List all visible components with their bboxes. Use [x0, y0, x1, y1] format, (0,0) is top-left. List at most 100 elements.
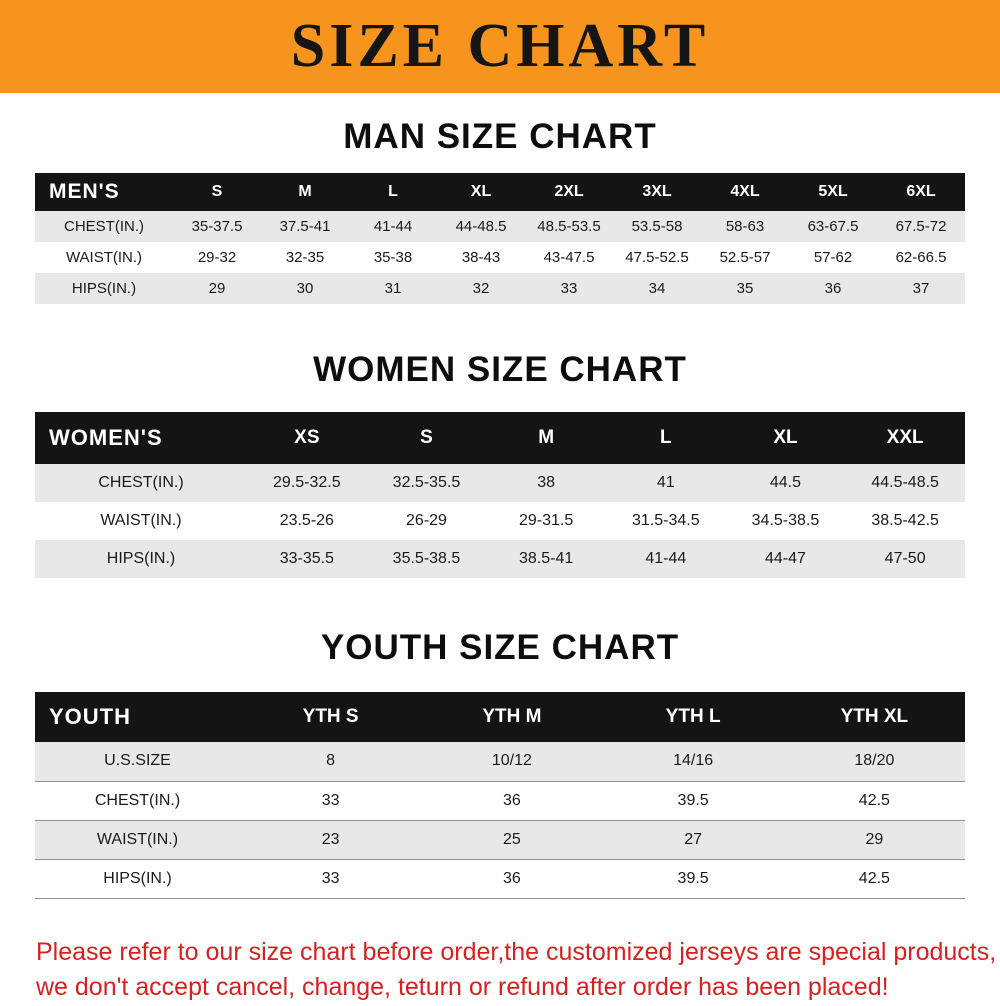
cell: 29.5-32.5 — [247, 464, 367, 502]
cell: 18/20 — [783, 742, 965, 781]
cell: 29 — [783, 820, 965, 859]
cell: 31.5-34.5 — [631, 512, 700, 529]
table-row: CHEST(IN.) 35-37.5 37.5-41 41-44 44-48.5 48.5… — [35, 211, 965, 242]
man-size-chart-title: MAN SIZE CHART — [343, 117, 657, 156]
cell: 27 — [602, 820, 784, 859]
table-row: U.S.SIZE 8 10/12 14/16 18/20 — [35, 742, 965, 781]
cell: 53.5-58 — [613, 211, 701, 242]
cell: 44.5-48.5 — [845, 464, 965, 502]
column-header: YTH XL — [783, 692, 965, 742]
cell: 47-50 — [845, 540, 965, 578]
column-header: XS — [247, 412, 367, 464]
column-header: 3XL — [613, 173, 701, 211]
column-header: XXL — [845, 412, 965, 464]
cell: 29 — [173, 273, 261, 304]
cell: 52.5-57 — [719, 249, 771, 266]
cell: 33 — [525, 273, 613, 304]
column-header: 5XL — [789, 173, 877, 211]
cell: 41-44 — [605, 540, 726, 578]
cell: 62-66.5 — [895, 249, 947, 266]
cell: 32 — [437, 273, 525, 304]
table-row: CHEST(IN.) 29.5-32.5 32.5-35.5 38 41 44.5 44.5… — [35, 464, 965, 502]
row-label: WAIST(IN.) — [65, 249, 143, 266]
column-header: XL — [725, 412, 846, 464]
table-row: WAIST(IN.) 23.5-26 26-29 29-31.5 31.5-34.5 34… — [35, 502, 965, 540]
cell: 42.5 — [858, 791, 890, 809]
cell: 14/16 — [602, 742, 784, 781]
cell: 41-44 — [349, 211, 437, 242]
cell: 38-43 — [461, 249, 501, 266]
table-row: HIPS(IN.) 29 30 31 32 33 34 35 36 37 — [35, 273, 965, 304]
men-size-table: MEN'S S M L XL 2XL 3XL 4XL 5XL 6XL CHEST(IN.) 35-37… — [35, 173, 965, 304]
cell: 25 — [421, 820, 603, 859]
table-header-row: MEN'S S M L XL 2XL 3XL 4XL 5XL 6XL — [35, 173, 965, 211]
footer-note-line-2: we don't accept cancel, change, teturn o… — [36, 973, 889, 1001]
size-chart-banner: SIZE CHART — [0, 0, 1000, 93]
cell: 36 — [789, 273, 877, 304]
cell: 57-62 — [813, 249, 853, 266]
cell: 48.5-53.5 — [525, 211, 613, 242]
cell: 37.5-41 — [261, 211, 349, 242]
row-label: HIPS(IN.) — [35, 273, 173, 304]
women-size-chart-title: WOMEN SIZE CHART — [313, 350, 687, 389]
column-header: 2XL — [525, 173, 613, 211]
column-header: YTH L — [602, 692, 784, 742]
cell: 44-47 — [725, 540, 846, 578]
table-corner-label: YOUTH — [35, 692, 240, 742]
cell: 35-38 — [373, 249, 413, 266]
cell: 35 — [701, 273, 789, 304]
column-header: M — [486, 412, 606, 464]
cell: 37 — [877, 273, 965, 304]
column-header: L — [349, 173, 437, 211]
cell: 39.5 — [677, 791, 709, 809]
row-label: CHEST(IN.) — [35, 211, 173, 242]
cell: 31 — [349, 273, 437, 304]
column-header: S — [173, 173, 261, 211]
row-label: WAIST(IN.) — [100, 512, 182, 529]
cell: 35-37.5 — [173, 211, 261, 242]
cell: 38.5-41 — [486, 540, 606, 578]
table-header-row: YOUTH YTH S YTH M YTH L YTH XL — [35, 692, 965, 742]
table-row: WAIST(IN.) 29-32 32-35 35-38 38-43 43-47.5 47.… — [35, 242, 965, 273]
row-label: CHEST(IN.) — [94, 791, 181, 809]
column-header: YTH M — [421, 692, 603, 742]
column-header: L — [605, 412, 726, 464]
table-corner-label: MEN'S — [35, 173, 173, 211]
cell: 41 — [605, 464, 726, 502]
cell: 23.5-26 — [279, 512, 334, 529]
table-row: HIPS(IN.) 33-35.5 35.5-38.5 38.5-41 41-44 44-… — [35, 540, 965, 578]
column-header: M — [261, 173, 349, 211]
cell: 42.5 — [858, 869, 890, 887]
table-row: WAIST(IN.) 23 25 27 29 — [35, 820, 965, 859]
cell: 44.5 — [725, 464, 846, 502]
column-header: 6XL — [877, 173, 965, 211]
row-label: HIPS(IN.) — [35, 540, 247, 578]
row-label: U.S.SIZE — [35, 742, 240, 781]
cell: 36 — [502, 869, 521, 887]
column-header: XL — [437, 173, 525, 211]
cell: 34 — [613, 273, 701, 304]
cell: 34.5-38.5 — [751, 512, 820, 529]
footer-note: Please refer to our size chart before or… — [36, 935, 1000, 1006]
cell: 29-32 — [197, 249, 237, 266]
cell: 32-35 — [285, 249, 325, 266]
youth-size-section: YOUTH SIZE CHART YOUTH YTH S YTH M YTH L YTH… — [0, 628, 1000, 899]
youth-size-table: YOUTH YTH S YTH M YTH L YTH XL U.S.SIZE 8 10/12… — [35, 692, 965, 899]
cell: 33 — [321, 791, 340, 809]
cell: 8 — [240, 742, 422, 781]
table-header-row: WOMEN'S XS S M L XL XXL — [35, 412, 965, 464]
cell: 30 — [261, 273, 349, 304]
cell: 29-31.5 — [519, 512, 574, 529]
youth-size-chart-title: YOUTH SIZE CHART — [320, 628, 680, 667]
cell: 58-63 — [701, 211, 789, 242]
column-header: YTH S — [240, 692, 422, 742]
cell: 63-67.5 — [789, 211, 877, 242]
footer-note-line-1: Please refer to our size chart before or… — [36, 937, 997, 966]
cell: 26-29 — [406, 512, 447, 529]
column-header: S — [366, 412, 487, 464]
row-label: WAIST(IN.) — [35, 820, 240, 859]
men-size-section: MAN SIZE CHART MEN'S S M L XL 2XL 3XL 4XL 5XL 6XL… — [0, 117, 1000, 304]
cell: 10/12 — [421, 742, 603, 781]
cell: 33 — [321, 869, 340, 887]
cell: 44-48.5 — [437, 211, 525, 242]
